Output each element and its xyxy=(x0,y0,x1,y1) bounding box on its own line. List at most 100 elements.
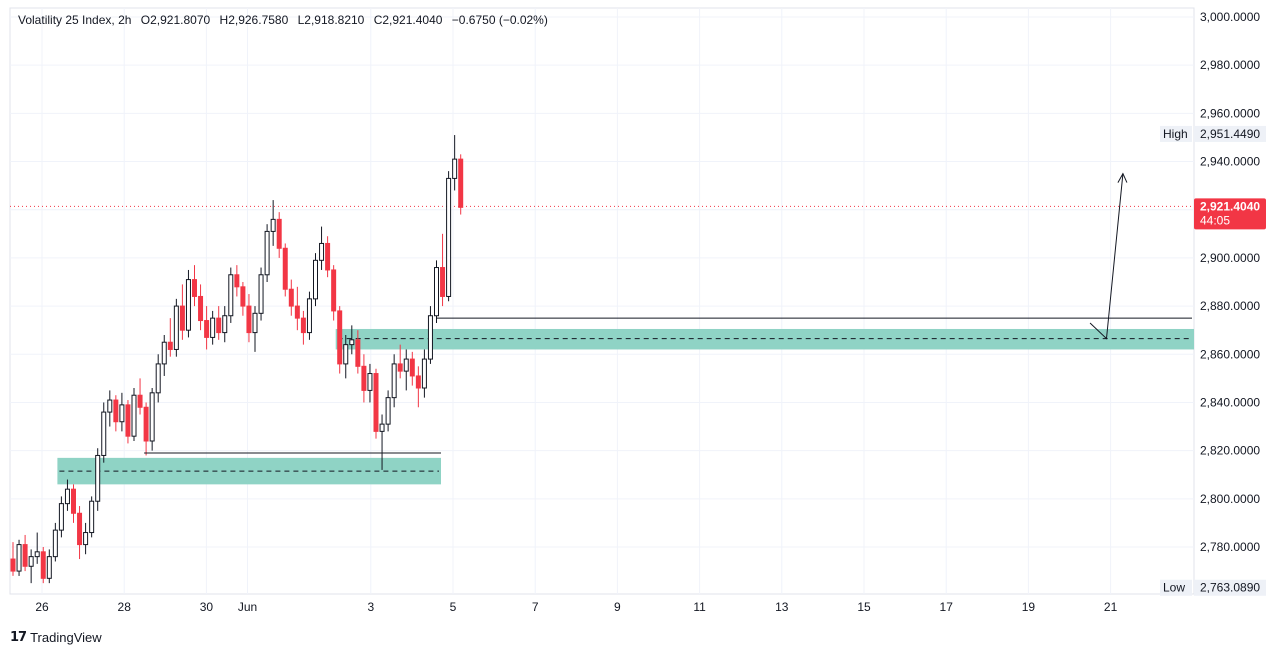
candle-body xyxy=(22,544,28,567)
candle-body xyxy=(210,317,216,338)
symbol-legend: Volatility 25 Index, 2h O2,921.8070 H2,9… xyxy=(18,13,554,27)
candle-body xyxy=(379,423,385,432)
high-badge-value-bg xyxy=(1194,125,1266,142)
legend-open: O2,921.8070 xyxy=(140,13,211,27)
candle-body xyxy=(252,312,258,334)
candle-body xyxy=(131,394,137,437)
candle-body xyxy=(77,512,83,546)
candle-body xyxy=(125,404,131,437)
legend-close: C2,921.4040 xyxy=(373,13,443,27)
price-tick-label: 2,980.0000 xyxy=(1200,58,1260,72)
candlestick-series xyxy=(10,135,464,584)
candle-body xyxy=(179,305,185,331)
candle-body xyxy=(276,218,282,249)
tradingview-brand[interactable]: 𝟭𝟳 TradingView xyxy=(10,629,102,645)
candle-body xyxy=(167,341,173,350)
price-tick-label: 2,880.0000 xyxy=(1200,299,1260,313)
candle-body xyxy=(137,394,143,408)
arrow-head-icon xyxy=(1117,172,1128,183)
candle-body xyxy=(440,267,446,297)
high-badge-label-bg xyxy=(1160,125,1192,142)
candle-body xyxy=(58,503,64,531)
legend-high: H2,926.7580 xyxy=(219,13,289,27)
candle-body xyxy=(282,247,288,290)
candle-body xyxy=(458,158,464,208)
candle-body xyxy=(331,269,337,312)
candle-body xyxy=(192,279,197,297)
candle-body xyxy=(427,315,433,360)
candle-body xyxy=(113,399,119,423)
time-tick-label: 7 xyxy=(532,600,539,614)
candle-body xyxy=(71,488,76,514)
candle-body xyxy=(34,551,40,558)
candle-body xyxy=(434,267,439,317)
candle-body xyxy=(288,288,294,307)
candle-body xyxy=(222,315,228,334)
last-price-value: 2,921.4040 xyxy=(1200,199,1260,213)
price-tick-label: 2,780.0000 xyxy=(1200,540,1260,554)
candle-body xyxy=(228,274,234,317)
candle-body xyxy=(240,286,246,307)
candle-body xyxy=(107,399,113,413)
high-badge-value: 2,951.4490 xyxy=(1200,127,1260,141)
time-tick-label: 5 xyxy=(450,600,457,614)
candle-body xyxy=(161,341,167,365)
candle-body xyxy=(216,317,222,334)
candle-body xyxy=(367,373,373,391)
candle-body xyxy=(264,230,270,276)
candle-body xyxy=(300,317,306,334)
candle-body xyxy=(83,532,89,546)
time-tick-label: 19 xyxy=(1022,600,1036,614)
candle-body xyxy=(234,274,240,288)
candle-body xyxy=(258,274,264,314)
time-tick-label: 26 xyxy=(35,600,49,614)
time-tick-label: 9 xyxy=(614,600,621,614)
time-tick-label: Jun xyxy=(238,600,257,614)
drawing-annotations xyxy=(144,172,1192,454)
candle-body xyxy=(246,305,252,334)
candle-body xyxy=(28,556,34,567)
candle-body xyxy=(391,363,397,399)
candle-body xyxy=(325,242,331,271)
time-tick-label: 11 xyxy=(693,600,706,614)
candle-body xyxy=(89,500,95,534)
candle-body xyxy=(373,373,379,432)
plot-frame xyxy=(9,7,1195,595)
candle-body xyxy=(294,305,300,319)
low-badge-label: Low xyxy=(1163,581,1185,595)
price-tick-label: 2,840.0000 xyxy=(1200,395,1260,409)
candle-body xyxy=(52,529,58,558)
tradingview-logo-icon: 𝟭𝟳 xyxy=(10,629,27,644)
candle-body xyxy=(446,177,452,297)
time-tick-label: 21 xyxy=(1104,600,1118,614)
candle-body xyxy=(155,363,161,394)
candle-body xyxy=(313,259,318,300)
candle-body xyxy=(119,404,125,423)
candle-body xyxy=(397,363,403,372)
projection-arrow xyxy=(1089,173,1124,340)
candle-body xyxy=(95,454,101,502)
brand-label: TradingView xyxy=(30,629,102,645)
time-tick-label: 28 xyxy=(118,600,132,614)
grid-lines xyxy=(9,7,1195,595)
low-badge-label-bg xyxy=(1160,579,1192,596)
time-tick-label: 3 xyxy=(367,600,374,614)
high-badge-label: High xyxy=(1163,127,1188,141)
candle-body xyxy=(46,556,52,579)
time-tick-label: 30 xyxy=(200,600,214,614)
candle-body xyxy=(16,544,22,572)
candle-body xyxy=(204,320,210,338)
candle-body xyxy=(185,279,191,331)
candle-body xyxy=(452,158,458,179)
low-badge-value-bg xyxy=(1194,579,1266,596)
candle-body xyxy=(337,310,343,365)
legend-low: L2,918.8210 xyxy=(297,13,365,27)
axes: 3,000.0000 2,980.0000 2,960.0000 2,940.0000… xyxy=(35,10,1266,614)
price-tick-label: 2,940.0000 xyxy=(1200,155,1260,169)
candle-body xyxy=(270,218,276,232)
candle-body xyxy=(349,339,355,346)
zone-zone_upper xyxy=(335,328,1194,350)
legend-symbol: Volatility 25 Index, 2h xyxy=(18,13,132,27)
last-price-badge xyxy=(1194,198,1266,230)
